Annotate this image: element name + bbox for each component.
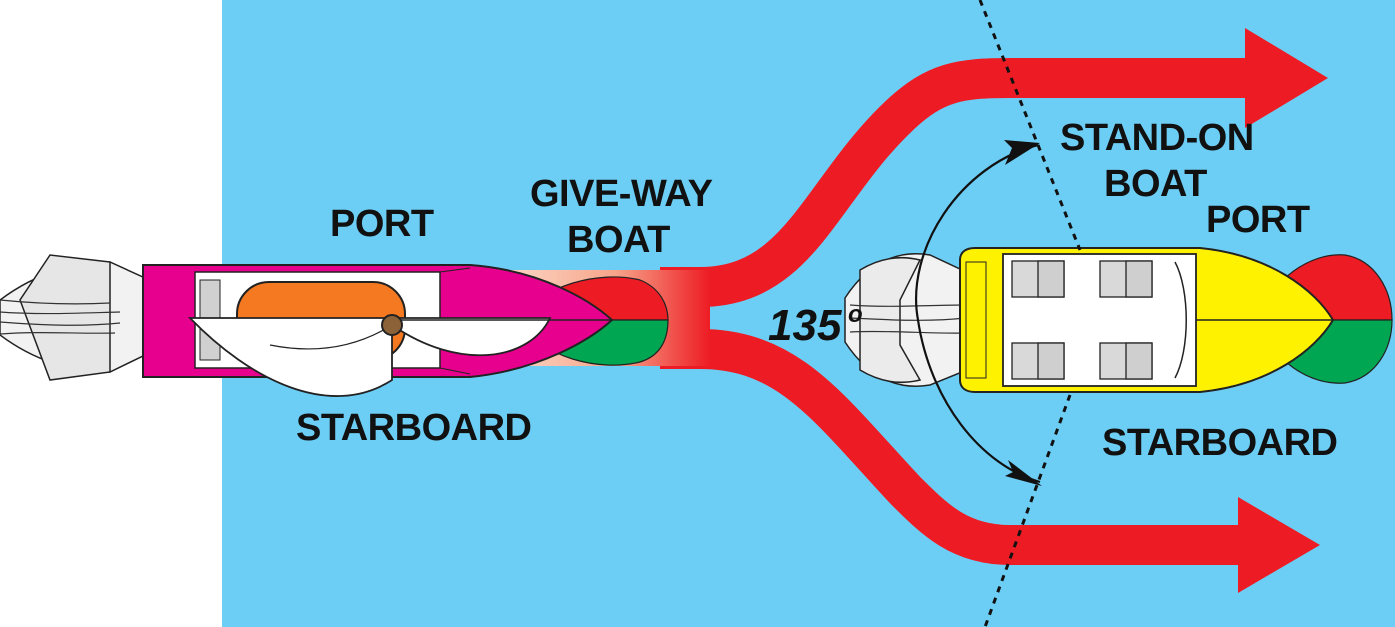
stand-on-port-label: PORT	[1206, 199, 1310, 241]
give-way-boat	[0, 254, 669, 397]
stand-on-prop-wash	[844, 253, 966, 387]
angle-degree-symbol: o	[848, 301, 863, 328]
give-way-boat-label-line1: GIVE-WAY	[530, 173, 713, 215]
stand-on-seats	[1011, 260, 1153, 380]
angle-arc-head-bottom	[1005, 460, 1042, 486]
angle-arc-head-top	[1004, 140, 1040, 165]
course-arrow-upper	[660, 28, 1328, 307]
angle-arc	[915, 143, 1041, 484]
stand-on-boat	[844, 247, 1393, 393]
give-way-boat-label-line2: BOAT	[567, 219, 670, 261]
abeam-dashed-line-lower	[983, 394, 1072, 627]
give-way-mast	[381, 314, 403, 336]
course-arrow-lower	[660, 329, 1320, 593]
give-way-port-label: PORT	[330, 203, 434, 245]
abeam-dashed-line	[978, 0, 1082, 251]
give-way-sail	[187, 317, 552, 397]
give-way-prop-wash	[0, 254, 146, 381]
stand-on-boat-label-line2: BOAT	[1104, 163, 1207, 205]
angle-value-label: 135	[768, 301, 842, 350]
give-way-starboard-label: STARBOARD	[296, 407, 531, 449]
stand-on-starboard-label: STARBOARD	[1102, 422, 1337, 464]
stand-on-boat-label-line1: STAND-ON	[1060, 117, 1254, 159]
